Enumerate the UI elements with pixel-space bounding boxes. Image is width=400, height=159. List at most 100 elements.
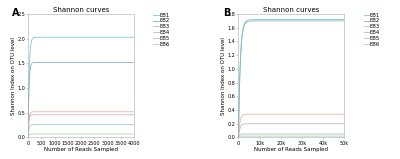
EB1 — [110, 36, 115, 38]
EB1 — [279, 19, 284, 21]
EB5 — [132, 124, 136, 126]
EB4 — [68, 114, 73, 116]
EB5 — [342, 133, 347, 135]
Line: EB1: EB1 — [28, 37, 134, 138]
Line: EB1: EB1 — [238, 20, 344, 138]
EB3 — [319, 113, 324, 115]
EB1 — [36, 36, 41, 38]
EB4 — [98, 114, 103, 116]
Line: EB3: EB3 — [238, 114, 344, 138]
EB1 — [65, 36, 70, 38]
EB1 — [68, 36, 73, 38]
EB4 — [72, 114, 77, 116]
EB3 — [26, 137, 30, 138]
EB4 — [279, 123, 284, 125]
EB5 — [247, 133, 252, 135]
EB3 — [279, 113, 284, 115]
EB3 — [132, 111, 136, 113]
EB6 — [279, 135, 284, 137]
EB3 — [108, 111, 113, 113]
EB2 — [302, 20, 307, 22]
EB2 — [319, 20, 324, 22]
EB5 — [36, 124, 41, 126]
EB3 — [98, 111, 103, 113]
Line: EB6: EB6 — [238, 136, 344, 138]
EB6 — [26, 137, 30, 138]
EB5 — [68, 124, 73, 126]
Y-axis label: Shannon Index on OTU level: Shannon Index on OTU level — [221, 37, 226, 115]
EB2 — [320, 20, 325, 22]
EB5 — [279, 133, 284, 135]
Text: B: B — [223, 8, 230, 18]
EB4 — [283, 123, 288, 125]
Line: EB4: EB4 — [28, 115, 134, 138]
EB4 — [26, 137, 30, 138]
EB4 — [50, 114, 55, 116]
EB4 — [309, 123, 314, 125]
EB4 — [36, 114, 41, 116]
EB2 — [98, 62, 103, 63]
EB5 — [319, 133, 324, 135]
EB6 — [59, 133, 64, 135]
EB5 — [110, 124, 115, 126]
X-axis label: Number of Reads Sampled: Number of Reads Sampled — [44, 147, 118, 152]
EB5 — [276, 133, 280, 135]
EB6 — [342, 135, 347, 137]
EB1 — [108, 36, 113, 38]
EB1 — [319, 19, 324, 21]
Line: EB4: EB4 — [238, 124, 344, 138]
EB2 — [132, 62, 136, 63]
EB3 — [236, 137, 241, 138]
EB1 — [132, 36, 136, 38]
Legend: EB1, EB2, EB3, EB4, EB5, EB6: EB1, EB2, EB3, EB4, EB5, EB6 — [363, 12, 381, 47]
EB6 — [247, 135, 252, 137]
EB2 — [26, 137, 30, 138]
EB6 — [110, 133, 115, 135]
EB5 — [283, 133, 288, 135]
EB1 — [247, 19, 252, 21]
EB4 — [247, 123, 252, 125]
EB6 — [36, 133, 41, 135]
EB2 — [236, 137, 241, 138]
Legend: EB1, EB2, EB3, EB4, EB5, EB6: EB1, EB2, EB3, EB4, EB5, EB6 — [153, 12, 170, 47]
EB2 — [283, 20, 288, 22]
EB4 — [319, 123, 324, 125]
EB6 — [283, 135, 288, 137]
Y-axis label: Shannon Index on OTU level: Shannon Index on OTU level — [11, 37, 16, 115]
EB1 — [72, 36, 77, 38]
Line: EB2: EB2 — [28, 62, 134, 138]
EB5 — [309, 133, 314, 135]
Title: Shannon curves: Shannon curves — [53, 7, 109, 13]
EB4 — [108, 114, 113, 116]
EB5 — [72, 124, 77, 126]
EB2 — [110, 62, 115, 63]
EB1 — [342, 19, 347, 21]
Text: A: A — [12, 8, 20, 18]
EB3 — [72, 111, 77, 113]
EB6 — [132, 133, 136, 135]
EB3 — [283, 113, 288, 115]
EB5 — [59, 124, 64, 126]
EB6 — [108, 133, 113, 135]
Line: EB5: EB5 — [238, 134, 344, 138]
EB3 — [247, 113, 252, 115]
EB6 — [72, 133, 77, 135]
EB5 — [26, 137, 30, 138]
EB6 — [319, 135, 324, 137]
EB1 — [302, 19, 307, 21]
EB6 — [98, 133, 103, 135]
EB1 — [98, 36, 103, 38]
EB3 — [110, 111, 115, 113]
Line: EB5: EB5 — [28, 125, 134, 138]
EB3 — [36, 111, 41, 113]
EB5 — [98, 124, 103, 126]
Line: EB2: EB2 — [238, 21, 344, 138]
EB4 — [110, 114, 115, 116]
EB3 — [309, 113, 314, 115]
X-axis label: Number of Reads Sampled: Number of Reads Sampled — [254, 147, 328, 152]
EB2 — [247, 20, 252, 22]
EB2 — [59, 62, 64, 63]
EB3 — [68, 111, 73, 113]
EB5 — [108, 124, 113, 126]
EB2 — [36, 62, 41, 63]
